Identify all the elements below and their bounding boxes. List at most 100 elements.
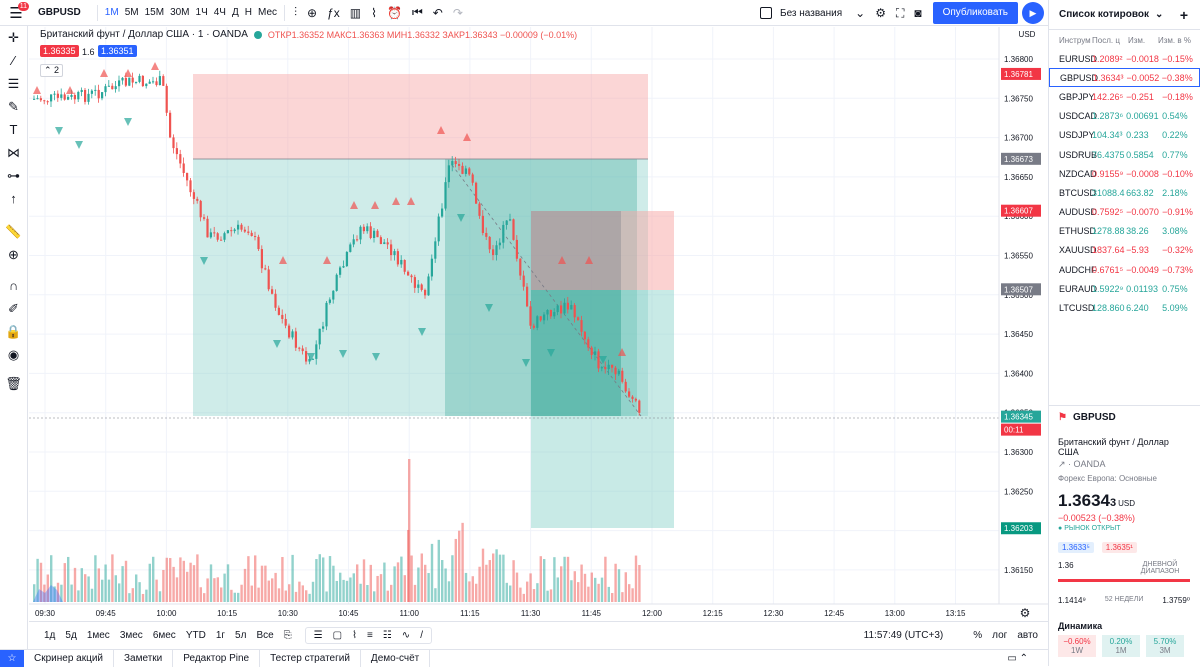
- range-1[interactable]: 5д: [65, 630, 77, 641]
- log-toggle[interactable]: лог: [992, 630, 1008, 641]
- watchlist-row[interactable]: GBPJPY 142.26⁵ −0.251 −0.18%: [1049, 87, 1200, 106]
- volume-bar: [56, 582, 60, 602]
- goto-date-icon[interactable]: ⎘: [283, 630, 292, 641]
- financials-icon[interactable]: ▥: [349, 5, 362, 20]
- timeframe-7[interactable]: Н: [244, 7, 252, 18]
- maximize-icon[interactable]: ▭ ⌃: [1007, 652, 1028, 664]
- trendline-icon[interactable]: ⁄: [12, 53, 15, 68]
- watchlist-row[interactable]: XAUUSD 1837.64 −5.93 −0.32%: [1049, 241, 1200, 260]
- trash-icon[interactable]: 🗑: [5, 375, 22, 391]
- clock-readout[interactable]: 11:57:49 (UTC+3): [863, 630, 944, 641]
- timeframe-1[interactable]: 5М: [124, 7, 139, 18]
- star-icon[interactable]: ☆: [0, 649, 24, 667]
- range-0[interactable]: 1д: [44, 630, 56, 641]
- buy-button[interactable]: 1.36351: [98, 45, 137, 57]
- range-2[interactable]: 1мес: [86, 630, 110, 641]
- eye-icon[interactable]: ◉: [7, 346, 20, 362]
- add-symbol-icon[interactable]: +: [1179, 6, 1188, 23]
- hlines-icon[interactable]: ☰: [7, 75, 20, 91]
- timeframe-0[interactable]: 1М: [104, 7, 119, 18]
- long-position-icon[interactable]: ☰: [313, 630, 323, 641]
- chevron-down-icon[interactable]: ⌄: [1155, 9, 1164, 20]
- percent-toggle[interactable]: %: [973, 630, 983, 641]
- col-change-pct[interactable]: Изм. в %: [1158, 36, 1191, 45]
- range-8[interactable]: Все: [256, 630, 274, 641]
- auto-toggle[interactable]: авто: [1017, 630, 1038, 641]
- col-symbol[interactable]: Инструм: [1059, 36, 1091, 45]
- text-icon[interactable]: T: [9, 122, 18, 137]
- templates-icon[interactable]: ⌇: [371, 5, 377, 20]
- replay-icon[interactable]: ⏮: [411, 5, 423, 19]
- timeframe-5[interactable]: 4Ч: [213, 7, 226, 18]
- candle-body: [291, 331, 294, 338]
- footer-tab-0[interactable]: Скринер акций: [24, 649, 115, 667]
- watchlist-row[interactable]: EURAUD 1.5922⁹ 0.01193 0.75%: [1049, 279, 1200, 298]
- symbol-search[interactable]: GBPUSD: [38, 7, 81, 18]
- pattern-icon[interactable]: ⋈: [7, 144, 20, 160]
- range-4[interactable]: 6мес: [152, 630, 176, 641]
- publish-button[interactable]: Опубликовать: [932, 2, 1018, 24]
- layout-name[interactable]: Без названия: [780, 7, 843, 19]
- fullscreen-icon[interactable]: ⛶: [895, 5, 905, 20]
- camera-icon[interactable]: ◙: [914, 6, 922, 20]
- timeframe-4[interactable]: 1Ч: [195, 7, 208, 18]
- pencil-lock-icon[interactable]: ✐: [8, 300, 19, 316]
- add-compare-icon[interactable]: ⊕: [307, 5, 318, 20]
- watchlist-row[interactable]: USDJPY 104.34³ 0.233 0.22%: [1049, 126, 1200, 145]
- ruler-icon[interactable]: 📏: [5, 223, 22, 239]
- forecast-icon[interactable]: ⊶: [7, 167, 20, 183]
- watchlist-row[interactable]: LTCUSD 128.860 6.240 5.09%: [1049, 298, 1200, 317]
- price-chart[interactable]: USD1.368001.367501.367001.366501.366001.…: [29, 27, 1048, 621]
- rect-icon[interactable]: ▢: [332, 630, 343, 641]
- timeframe-3[interactable]: 30М: [170, 7, 190, 18]
- chevron-down-icon[interactable]: ⌄: [855, 6, 866, 20]
- footer-tab-4[interactable]: Демо-счёт: [361, 649, 431, 667]
- watchlist-row[interactable]: ETHUSD 1278.88 38.26 3.08%: [1049, 222, 1200, 241]
- alert-icon[interactable]: ⏰: [386, 5, 402, 20]
- watchlist-row[interactable]: AUDUSD 0.7592⁵ −0.0070 −0.91%: [1049, 203, 1200, 222]
- lock-icon[interactable]: 🔒: [5, 323, 22, 339]
- details-symbol[interactable]: GBPUSD: [1072, 412, 1116, 423]
- wave-icon[interactable]: ∿: [401, 630, 411, 641]
- range-3[interactable]: 3мес: [119, 630, 143, 641]
- arrow-up-icon[interactable]: ↑: [10, 191, 17, 206]
- timeframe-2[interactable]: 15М: [144, 7, 165, 18]
- timeframe-8[interactable]: Мес: [258, 7, 278, 18]
- range-7[interactable]: 5л: [235, 630, 247, 641]
- col-change[interactable]: Изм.: [1128, 36, 1146, 45]
- brush-tool-icon[interactable]: /: [420, 630, 423, 641]
- watchlist-row[interactable]: NZDCAD 0.9155⁹ −0.0008 −0.10%: [1049, 164, 1200, 183]
- crosshair-icon[interactable]: ✛: [8, 29, 19, 45]
- range-5[interactable]: YTD: [185, 630, 206, 641]
- watchlist-row[interactable]: AUDCHF 0.6761⁵ −0.0049 −0.73%: [1049, 260, 1200, 279]
- watchlist-title[interactable]: Список котировок: [1059, 9, 1149, 20]
- sell-button[interactable]: 1.36335: [40, 45, 79, 57]
- range-6[interactable]: 1г: [215, 630, 226, 641]
- redo-icon[interactable]: ↷: [452, 5, 463, 20]
- zoom-icon[interactable]: ⊕: [8, 246, 19, 262]
- link-icon[interactable]: ↗ ·: [1058, 459, 1074, 469]
- layout-checkbox[interactable]: [760, 7, 773, 19]
- play-icon[interactable]: ▶: [1022, 2, 1044, 24]
- timeframe-6[interactable]: Д: [231, 7, 239, 18]
- main-menu-button[interactable]: ☰ 11: [0, 0, 32, 26]
- brush-icon[interactable]: ✎: [8, 98, 19, 114]
- candles-icon[interactable]: ⫶: [294, 5, 298, 19]
- watchlist-row[interactable]: GBPUSD 1.3634³ −0.0052 −0.38%: [1049, 68, 1200, 88]
- footer-tab-1[interactable]: Заметки: [114, 649, 174, 667]
- undo-icon[interactable]: ↶: [432, 5, 443, 20]
- watchlist-row[interactable]: EURUSD 1.2089² −0.0018 −0.15%: [1049, 49, 1200, 68]
- footer-tab-3[interactable]: Тестер стратегий: [260, 649, 361, 667]
- path-icon[interactable]: ⌇: [352, 630, 357, 641]
- footer-tab-2[interactable]: Редактор Pine: [173, 649, 261, 667]
- magnet-icon[interactable]: ∩: [8, 278, 19, 293]
- channel-icon[interactable]: ☷: [382, 630, 392, 641]
- fib-icon[interactable]: ≡: [366, 630, 373, 641]
- collapse-indicators-button[interactable]: ⌃ 2: [40, 64, 64, 77]
- watchlist-row[interactable]: USDRUB 76.4375 0.5854 0.77%: [1049, 145, 1200, 164]
- watchlist-row[interactable]: BTCUSD 31088.4 663.82 2.18%: [1049, 183, 1200, 202]
- gear-icon[interactable]: ⚙: [875, 6, 886, 20]
- col-last[interactable]: Посл. ц: [1092, 36, 1120, 45]
- indicators-icon[interactable]: ƒx: [327, 5, 340, 20]
- watchlist-row[interactable]: USDCAD 1.2873⁶ 0.00691 0.54%: [1049, 107, 1200, 126]
